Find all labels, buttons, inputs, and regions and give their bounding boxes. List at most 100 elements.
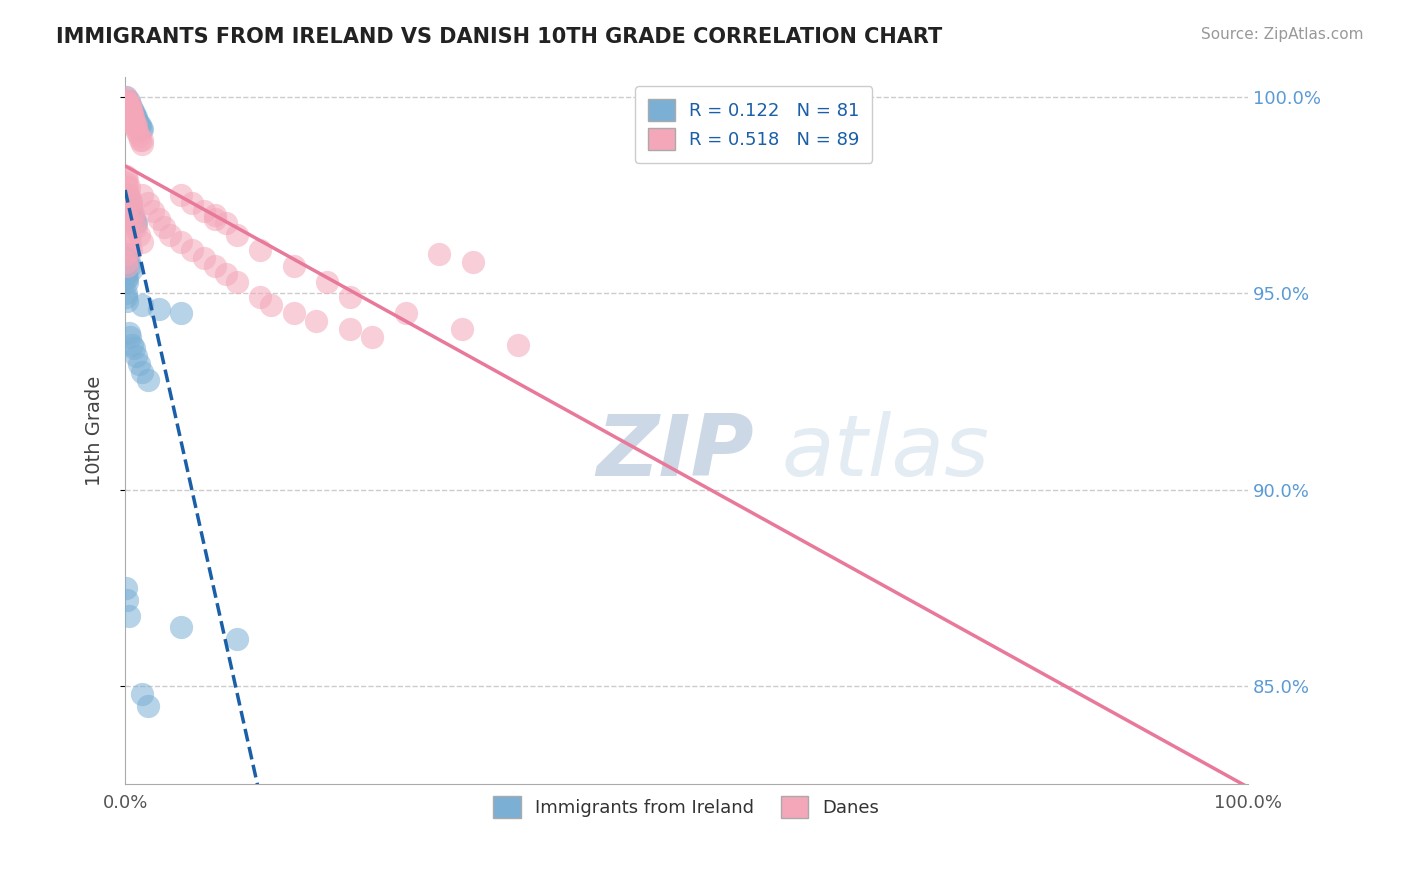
Point — [117, 255, 139, 269]
Point — [117, 98, 139, 112]
Point — [204, 211, 226, 226]
Point — [128, 357, 150, 371]
Point — [120, 102, 142, 116]
Point — [117, 219, 139, 234]
Point — [506, 337, 529, 351]
Point — [115, 94, 138, 108]
Point — [121, 110, 143, 124]
Point — [120, 105, 142, 120]
Point — [316, 275, 339, 289]
Point — [148, 211, 170, 226]
Point — [463, 255, 485, 269]
Point — [120, 102, 142, 116]
Point — [117, 326, 139, 340]
Point — [120, 196, 142, 211]
Text: Source: ZipAtlas.com: Source: ZipAtlas.com — [1201, 27, 1364, 42]
Point — [115, 188, 138, 202]
Point — [117, 192, 139, 206]
Point — [122, 110, 145, 124]
Point — [170, 235, 193, 250]
Point — [128, 118, 150, 132]
Point — [170, 620, 193, 634]
Point — [115, 255, 138, 269]
Point — [124, 113, 146, 128]
Point — [122, 118, 145, 132]
Point — [125, 118, 148, 132]
Point — [115, 98, 138, 112]
Point — [115, 192, 138, 206]
Point — [115, 247, 138, 261]
Point — [226, 227, 249, 242]
Point — [122, 105, 145, 120]
Point — [136, 698, 159, 713]
Point — [181, 244, 204, 258]
Point — [128, 129, 150, 144]
Point — [120, 110, 142, 124]
Y-axis label: 10th Grade: 10th Grade — [86, 376, 104, 486]
Point — [117, 294, 139, 309]
Point — [125, 219, 148, 234]
Point — [131, 188, 153, 202]
Point — [283, 306, 305, 320]
Point — [122, 211, 145, 226]
Point — [136, 373, 159, 387]
Point — [118, 192, 141, 206]
Point — [121, 105, 143, 120]
Point — [117, 94, 139, 108]
Point — [115, 177, 138, 191]
Point — [118, 102, 141, 116]
Point — [131, 133, 153, 147]
Point — [121, 337, 143, 351]
Point — [283, 259, 305, 273]
Point — [204, 208, 226, 222]
Point — [125, 216, 148, 230]
Point — [120, 204, 142, 219]
Point — [181, 196, 204, 211]
Point — [124, 216, 146, 230]
Point — [131, 687, 153, 701]
Point — [117, 180, 139, 194]
Point — [117, 251, 139, 265]
Point — [142, 204, 165, 219]
Point — [118, 200, 141, 214]
Point — [118, 105, 141, 120]
Point — [125, 113, 148, 128]
Point — [118, 102, 141, 116]
Point — [115, 290, 138, 304]
Point — [117, 270, 139, 285]
Point — [121, 208, 143, 222]
Point — [120, 105, 142, 120]
Point — [122, 342, 145, 356]
Point — [115, 98, 138, 112]
Point — [122, 113, 145, 128]
Point — [128, 133, 150, 147]
Point — [120, 102, 142, 116]
Point — [125, 121, 148, 136]
Point — [120, 244, 142, 258]
Point — [117, 98, 139, 112]
Point — [429, 247, 451, 261]
Point — [128, 118, 150, 132]
Point — [124, 110, 146, 124]
Point — [226, 632, 249, 646]
Point — [117, 275, 139, 289]
Point — [215, 216, 238, 230]
Point — [122, 105, 145, 120]
Point — [193, 204, 215, 219]
Point — [136, 196, 159, 211]
Point — [395, 306, 418, 320]
Point — [159, 227, 181, 242]
Point — [117, 102, 139, 116]
Point — [305, 314, 328, 328]
Point — [115, 98, 138, 112]
Point — [131, 121, 153, 136]
Point — [117, 94, 139, 108]
Point — [127, 125, 149, 139]
Point — [122, 113, 145, 128]
Point — [115, 98, 138, 112]
Point — [117, 98, 139, 112]
Point — [127, 113, 149, 128]
Point — [117, 102, 139, 116]
Point — [115, 94, 138, 108]
Point — [115, 94, 138, 108]
